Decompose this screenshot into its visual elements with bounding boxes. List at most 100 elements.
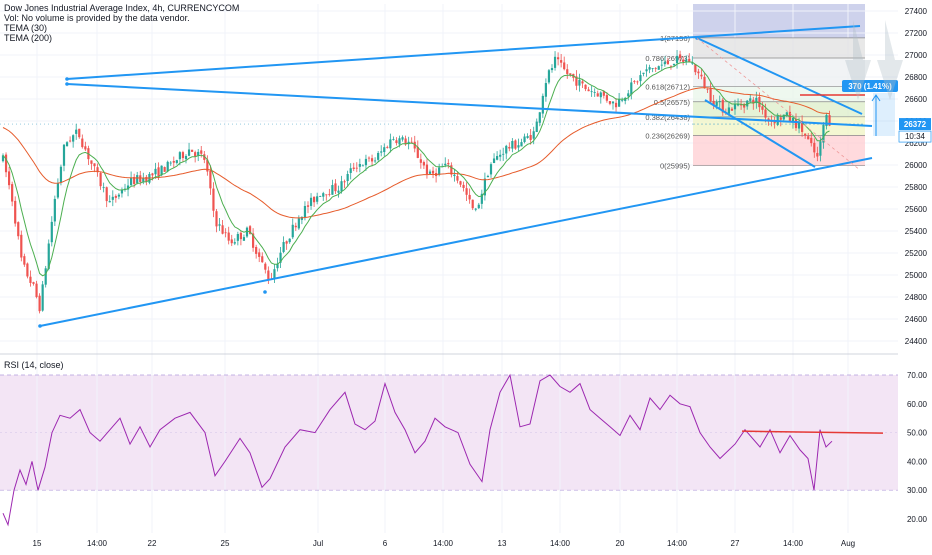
candle-body (828, 115, 831, 126)
candle-body (340, 181, 343, 192)
last-price-tag[interactable] (899, 118, 931, 131)
candle-body (26, 263, 29, 277)
candle-body (139, 175, 142, 182)
candle-body (502, 153, 505, 155)
candle-body (294, 225, 297, 228)
candle-body (749, 98, 752, 101)
candle-body (81, 138, 84, 148)
candle-body (645, 69, 648, 72)
candle-body (404, 138, 407, 145)
candle-body (797, 121, 801, 129)
candle-body (130, 177, 133, 186)
price-tick-label: 26800 (905, 73, 928, 82)
candle-body (700, 74, 703, 77)
candle-body (316, 196, 319, 202)
candle-body (773, 120, 776, 124)
price-tick-label: 25400 (905, 227, 928, 236)
candle-body (819, 141, 822, 156)
candle-body (419, 159, 422, 163)
candle-body (120, 189, 124, 194)
candle-body (78, 128, 81, 138)
volume-note: Vol: No volume is provided by the data v… (4, 13, 190, 23)
ghost-arrow-icon (845, 20, 871, 100)
trendline-anchor[interactable] (38, 324, 42, 328)
price-tick-label: 26000 (905, 161, 928, 170)
indicator-tema30-label[interactable]: TEMA (30) (4, 23, 48, 33)
candle-body (709, 87, 712, 102)
tema30-line[interactable] (2, 61, 830, 277)
trendline[interactable] (704, 99, 816, 168)
trendline-anchor[interactable] (65, 82, 69, 86)
candle-body (489, 164, 493, 175)
trendline-anchor[interactable] (263, 290, 267, 294)
measure-label: 370 (1.41%) (848, 82, 892, 91)
candle-body (264, 263, 267, 270)
candle-body (59, 166, 63, 183)
measure-arrowhead (871, 94, 881, 102)
rsi-line[interactable] (2, 373, 833, 527)
candle-body (123, 188, 127, 190)
candle-body (672, 63, 676, 66)
time-tick-label: 25 (221, 539, 230, 548)
candle-body (529, 134, 532, 140)
candle-body (666, 60, 669, 65)
candle-body (93, 163, 96, 167)
candle-body (334, 183, 337, 192)
candle-body (535, 121, 538, 133)
candle-body (816, 152, 819, 157)
candle-body (313, 196, 316, 203)
trendline[interactable] (39, 157, 873, 327)
candle-body (187, 149, 191, 156)
candle-body (142, 177, 145, 182)
candle-body (807, 136, 810, 140)
candle-body (75, 129, 78, 134)
candle-body (252, 233, 255, 248)
candle-body (151, 173, 154, 176)
candle-body (367, 157, 371, 159)
candle-body (538, 112, 541, 123)
candle-body (563, 62, 566, 70)
candle-body (227, 232, 230, 241)
candle-body (248, 226, 252, 234)
candle-body (197, 151, 200, 156)
rsi-resistance-line[interactable] (741, 430, 884, 434)
candle-body (611, 101, 615, 104)
trendline[interactable] (696, 37, 863, 115)
candle-body (636, 81, 639, 83)
candle-body (740, 104, 743, 106)
candle-body (11, 184, 14, 202)
tema200-line[interactable] (2, 87, 830, 219)
candle-body (126, 185, 130, 190)
candle-body (614, 102, 618, 108)
fib-zone (693, 86, 865, 102)
time-tick-label: 14:00 (87, 539, 108, 548)
candle-body (331, 185, 334, 195)
candle-body (578, 79, 581, 86)
candle-body (691, 62, 694, 64)
candle-body (154, 168, 157, 175)
indicator-tema200-label[interactable]: TEMA (200) (4, 33, 53, 43)
candle-body (590, 91, 593, 93)
candle-body (459, 181, 462, 185)
candle-body (767, 118, 770, 121)
candle-body (233, 242, 236, 244)
candle-body (309, 197, 313, 206)
candle-body (41, 284, 44, 311)
price-tick-label: 24600 (905, 315, 928, 324)
candle-body (398, 138, 401, 145)
candle-body (69, 140, 72, 142)
candle-body (215, 211, 218, 227)
candle-body (587, 89, 590, 92)
trendline-anchor[interactable] (65, 77, 69, 81)
rsi-tick-label: 70.00 (907, 371, 928, 380)
rsi-tick-label: 50.00 (907, 429, 928, 438)
candle-body (53, 198, 56, 222)
candle-body (450, 165, 453, 175)
candle-body (660, 64, 663, 66)
candle-body (285, 241, 288, 244)
trendline[interactable] (66, 25, 861, 80)
rsi-label[interactable]: RSI (14, close) (4, 360, 64, 370)
candle-body (224, 232, 227, 234)
